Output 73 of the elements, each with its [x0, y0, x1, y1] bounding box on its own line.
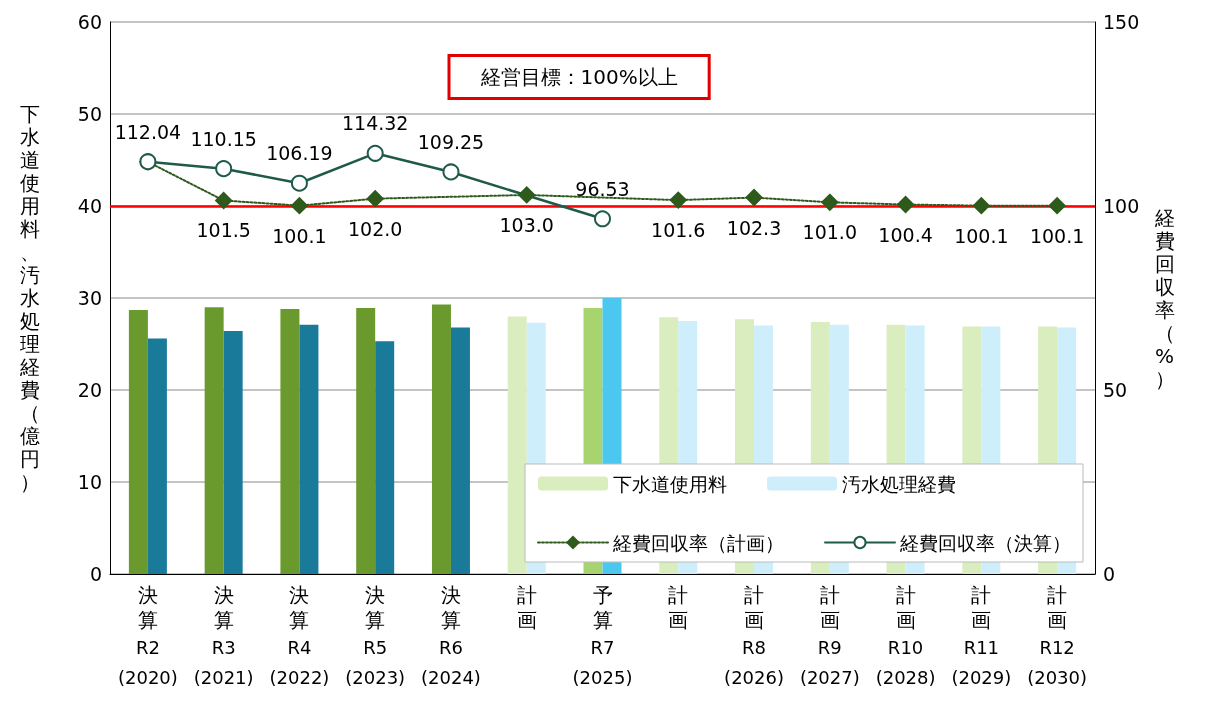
data-label: 112.04 — [114, 120, 182, 143]
y2-tick-label: 50 — [1103, 379, 1128, 401]
point — [442, 163, 460, 181]
bar — [450, 327, 470, 574]
bar — [507, 316, 527, 574]
legend-label: 下水道使用料 — [613, 472, 727, 495]
data-label: 109.25 — [417, 130, 485, 153]
y-tick-label: 30 — [77, 287, 102, 309]
x-tick-label: 決算 R4 (2022) — [269, 582, 330, 688]
point — [594, 210, 611, 228]
point — [972, 197, 990, 215]
data-label: 102.0 — [347, 217, 403, 240]
bar — [223, 331, 243, 574]
bar — [375, 341, 395, 574]
data-label: 96.53 — [575, 177, 630, 200]
point — [821, 193, 839, 211]
data-label: 100.1 — [272, 224, 327, 247]
point — [366, 144, 384, 162]
point — [897, 196, 915, 214]
data-label: 114.32 — [341, 112, 409, 135]
y-tick-label: 60 — [77, 11, 102, 33]
data-label: 100.1 — [954, 224, 1009, 247]
data-label: 101.6 — [651, 219, 706, 242]
point — [366, 190, 384, 208]
point — [290, 197, 308, 215]
y2-tick-label: 150 — [1103, 11, 1140, 33]
x-tick-label: 計画 R9 (2027) — [799, 582, 860, 688]
text: 下水道使用料、汚水処理経費（億円） — [20, 102, 40, 494]
annotation: 経営目標：100%以上 — [479, 65, 678, 89]
y-tick-label: 50 — [77, 103, 102, 125]
point — [290, 174, 308, 192]
y2-tick-label: 0 — [1103, 563, 1116, 585]
point — [1048, 197, 1066, 215]
legend-label: 経費回収率（計画） — [612, 531, 784, 554]
x-tick-label: 計画 R8 (2026) — [724, 582, 784, 688]
point — [215, 160, 233, 178]
bar — [128, 309, 148, 574]
x-tick-label: 決算 R2 (2020) — [117, 582, 178, 688]
point — [215, 191, 233, 209]
x-tick-label: 決算 R3 (2021) — [193, 582, 254, 688]
data-label: 102.3 — [726, 216, 782, 239]
bar — [204, 307, 224, 574]
data-label: 110.15 — [190, 127, 257, 150]
point — [518, 186, 536, 204]
x-tick-label: 計画 — [516, 582, 537, 632]
legend-label: 経費回収率（決算） — [899, 531, 1071, 554]
data-label: 103.0 — [499, 213, 554, 236]
y-tick-label: 20 — [77, 379, 102, 401]
y-tick-label: 0 — [89, 563, 102, 585]
x-tick-label: 決算 R5 (2023) — [345, 582, 406, 688]
y-tick-label: 40 — [77, 195, 102, 217]
x-tick-label: 計画 R10 (2028) — [875, 582, 936, 688]
bar — [431, 304, 451, 574]
data-label: 106.19 — [266, 142, 333, 165]
x-tick-label: 決算 R6 (2024) — [421, 582, 481, 688]
x-tick-label: 予算 R7 (2025) — [572, 582, 633, 688]
bar — [299, 324, 319, 574]
bar — [280, 309, 300, 574]
bar — [147, 338, 167, 574]
x-tick-label: 計画 R12 (2030) — [1027, 582, 1088, 688]
x-tick-label: 計画 — [668, 582, 689, 632]
bar — [356, 308, 376, 574]
legend-label: 汚水処理経費 — [842, 472, 956, 495]
x-tick-label: 計画 R11 (2029) — [951, 582, 1012, 688]
y2-axis-title: 経費回収率（%） — [1154, 205, 1175, 391]
point — [745, 189, 763, 207]
y2-tick-label: 100 — [1103, 195, 1140, 217]
y-tick-label: 10 — [77, 471, 102, 493]
data-label: 101.0 — [802, 221, 858, 244]
point — [669, 191, 687, 209]
data-label: 100.1 — [1029, 224, 1085, 247]
data-label: 100.4 — [878, 223, 933, 246]
data-label: 101.5 — [196, 219, 251, 242]
